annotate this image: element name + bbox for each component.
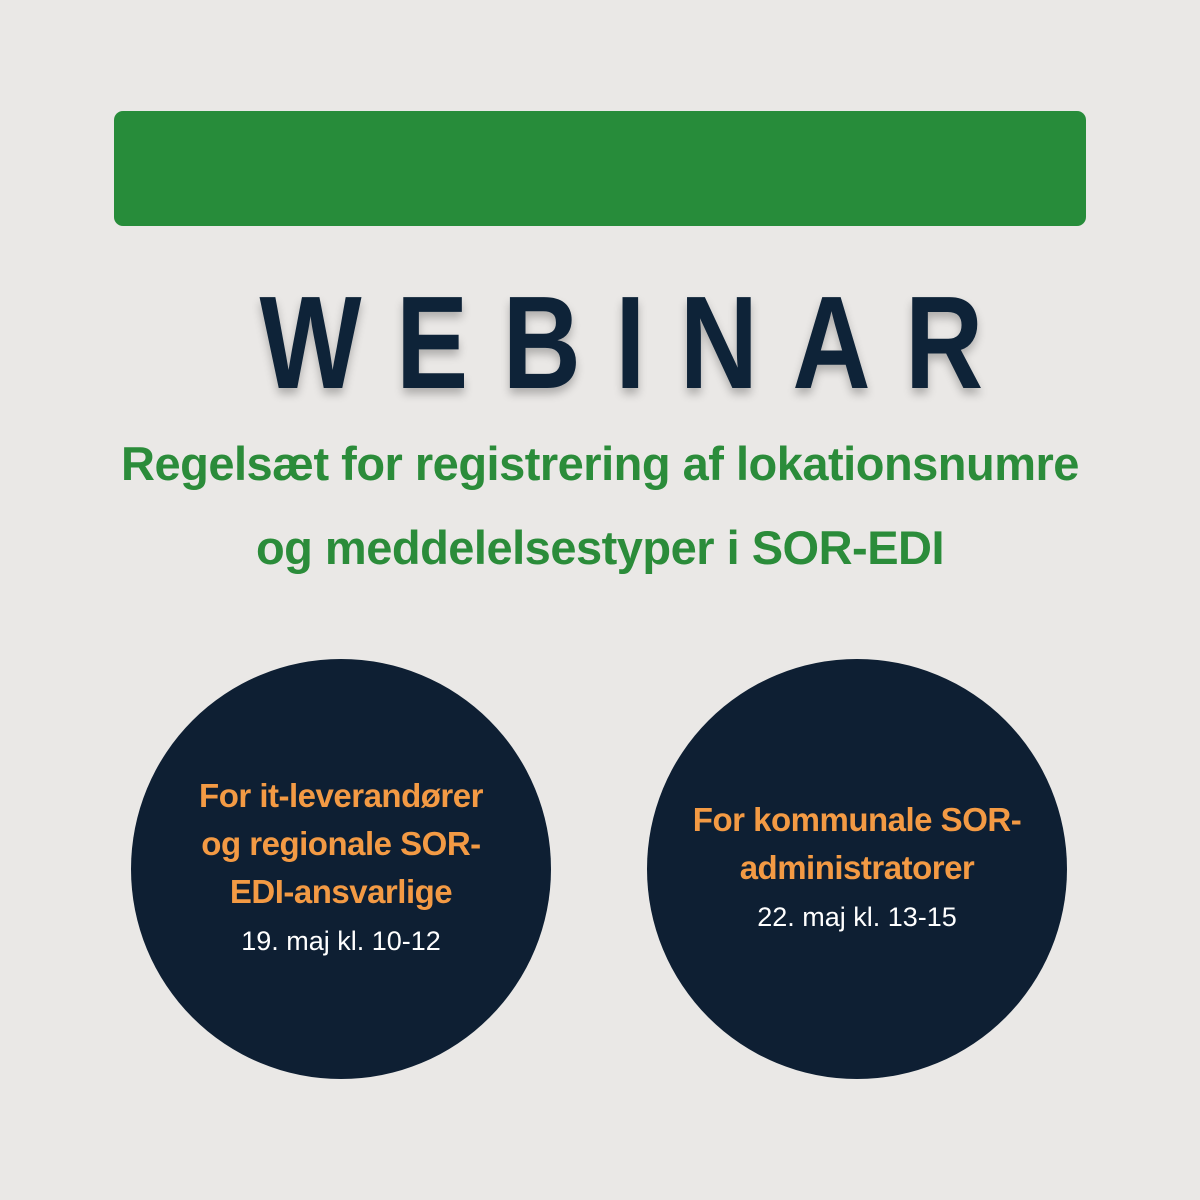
- audience-line: EDI-ansvarlige: [229, 873, 453, 910]
- audience-line: og regionale SOR-: [201, 825, 481, 862]
- audience-line: For it-leverandører: [199, 777, 483, 814]
- subtitle: Regelsæt for registrering af lokationsnu…: [0, 422, 1200, 590]
- green-banner-bar: [114, 111, 1086, 226]
- session-audience: For it-leverandører og regionale SOR- ED…: [199, 772, 483, 916]
- session-circle-municipal-admins: For kommunale SOR- administratorer 22. m…: [647, 659, 1067, 1079]
- audience-line: For kommunale SOR-: [692, 801, 1022, 838]
- subtitle-line: og meddelelsestyper i SOR-EDI: [255, 521, 945, 574]
- page-title: WEBINAR: [0, 268, 1200, 418]
- audience-line: administratorer: [739, 849, 975, 886]
- title-text: WEBINAR: [259, 269, 1018, 416]
- session-date: 22. maj kl. 13-15: [757, 902, 957, 932]
- session-circle-it-suppliers: For it-leverandører og regionale SOR- ED…: [131, 659, 551, 1079]
- session-date: 19. maj kl. 10-12: [241, 926, 441, 956]
- session-audience: For kommunale SOR- administratorer: [692, 796, 1022, 892]
- subtitle-line: Regelsæt for registrering af lokationsnu…: [121, 437, 1079, 490]
